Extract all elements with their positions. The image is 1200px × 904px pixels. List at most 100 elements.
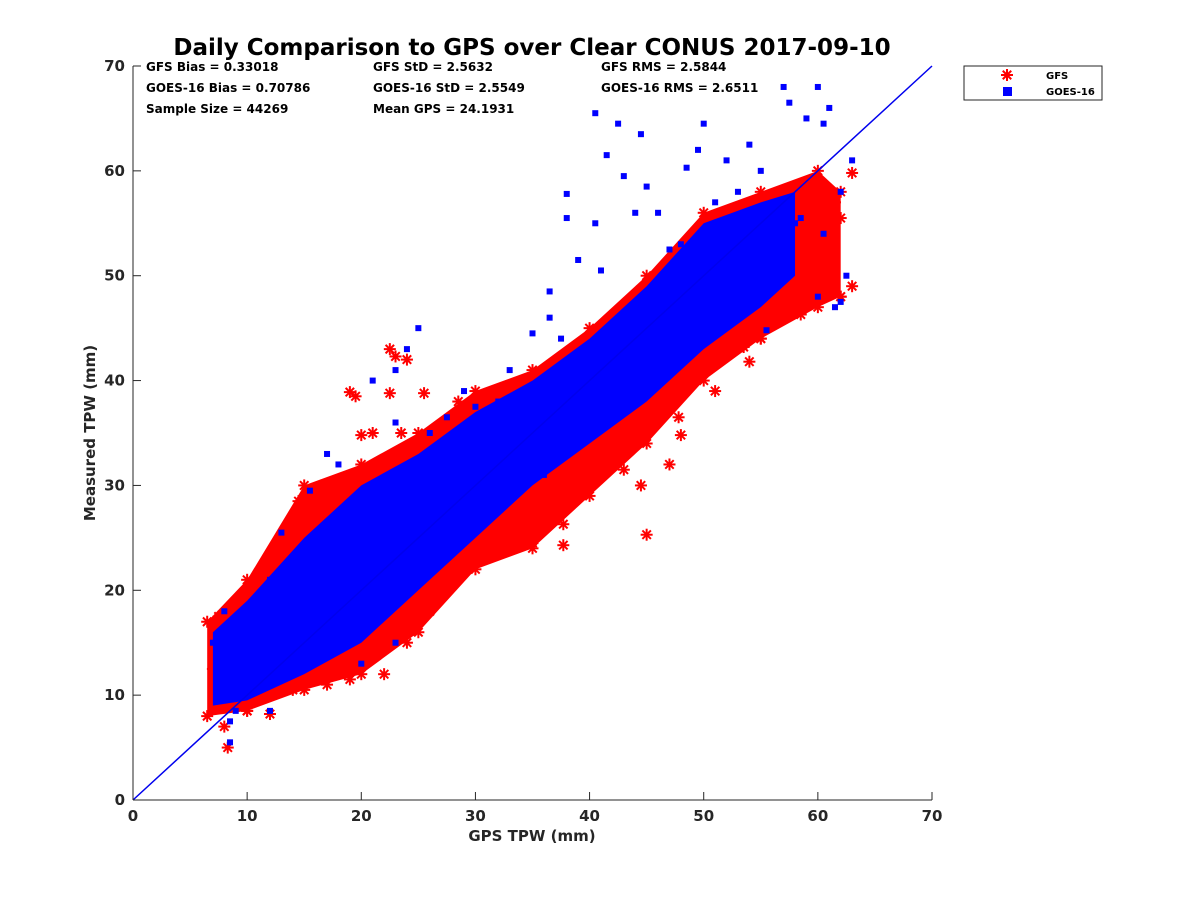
legend-label-gfs: GFS <box>1046 71 1068 82</box>
goes16-point <box>814 293 821 300</box>
goes16-point <box>266 707 273 714</box>
goes16-point <box>746 262 753 269</box>
gfs-point <box>737 341 750 354</box>
stat-annotation: GFS StD = 2.5632 <box>373 60 493 74</box>
goes16-point <box>746 141 753 148</box>
goes16-point <box>700 304 707 311</box>
goes16-point <box>792 220 799 227</box>
goes16-point <box>529 330 536 337</box>
legend-gfs-marker <box>1001 69 1013 81</box>
x-tick-label: 20 <box>351 807 372 825</box>
gfs-point <box>846 166 859 179</box>
gfs-point <box>743 355 756 368</box>
gfs-point <box>634 479 647 492</box>
goes16-point <box>723 157 730 164</box>
goes16-point <box>335 639 342 646</box>
goes16-point <box>546 288 553 295</box>
goes16-point <box>837 188 844 195</box>
goes16-point <box>597 267 604 274</box>
legend-asterisk-icon <box>1001 69 1013 81</box>
gfs-point <box>623 423 636 436</box>
goes16-point <box>632 209 639 216</box>
goes16-point <box>655 209 662 216</box>
gfs-point <box>806 240 819 253</box>
gfs-point <box>400 636 413 649</box>
goes16-point <box>312 650 319 657</box>
stat-annotation: Mean GPS = 24.1931 <box>373 102 514 116</box>
gfs-point <box>446 563 459 576</box>
goes16-point <box>221 608 228 615</box>
gfs-point <box>332 484 345 497</box>
goes16-point <box>712 199 719 206</box>
goes16-point <box>558 335 565 342</box>
goes16-point <box>472 524 479 531</box>
gfs-point <box>418 387 431 400</box>
gfs-point <box>800 285 813 298</box>
goes16-point <box>335 461 342 468</box>
gfs-point <box>355 668 368 681</box>
gfs-point <box>349 390 362 403</box>
x-tick-label: 70 <box>922 807 943 825</box>
goes16-point <box>592 110 599 117</box>
gfs-point <box>201 710 214 723</box>
gfs-point <box>583 322 596 335</box>
gfs-point <box>400 353 413 366</box>
goes16-point <box>506 367 513 374</box>
x-axis-label: GPS TPW (mm) <box>468 827 595 845</box>
goes16-point <box>209 639 216 646</box>
gfs-point <box>281 542 294 555</box>
y-tick-label: 40 <box>104 372 125 390</box>
gfs-point <box>315 479 328 492</box>
gfs-point <box>292 495 305 508</box>
gfs-point <box>557 539 570 552</box>
gfs-point <box>355 429 368 442</box>
gfs-point <box>709 385 722 398</box>
goes16-point <box>227 739 234 746</box>
goes16-point <box>472 403 479 410</box>
gfs-point <box>383 343 396 356</box>
stat-annotation: Sample Size = 44269 <box>146 102 288 116</box>
goes16-point <box>849 157 856 164</box>
gfs-point <box>674 429 687 442</box>
goes16-point <box>449 545 456 552</box>
gfs-point <box>286 683 299 696</box>
goes16-point <box>266 576 273 583</box>
goes16-point <box>324 450 331 457</box>
gfs-point <box>811 185 824 198</box>
goes16-point <box>415 325 422 332</box>
x-tick-label: 0 <box>128 807 138 825</box>
gfs-point <box>366 427 379 439</box>
gfs-point <box>544 512 557 525</box>
one-to-one-line <box>132 65 933 801</box>
gfs-point <box>378 668 391 681</box>
goes16-point <box>495 398 502 405</box>
stat-annotation: GFS Bias = 0.33018 <box>146 60 278 74</box>
gfs-point <box>412 626 425 639</box>
goes16-point <box>632 388 639 395</box>
gfs-point <box>640 528 653 541</box>
goes16-point <box>358 660 365 667</box>
gfs-point <box>617 463 630 476</box>
goes16-point <box>592 220 599 227</box>
goes16-point <box>655 356 662 363</box>
y-tick-label: 70 <box>104 57 125 75</box>
goes16-point <box>392 639 399 646</box>
gfs-point <box>321 678 334 691</box>
gfs-point <box>754 332 767 345</box>
goes16-point <box>797 215 804 222</box>
goes16-point <box>232 707 239 714</box>
goes16-point <box>643 183 650 190</box>
goes16-point <box>637 131 644 138</box>
stat-annotation: GOES-16 StD = 2.5549 <box>373 81 525 95</box>
goes16-point <box>443 414 450 421</box>
goes16-point <box>609 398 616 405</box>
goes16-point <box>603 152 610 159</box>
goes16-point <box>769 204 776 211</box>
goes16-point <box>820 230 827 237</box>
gfs-point <box>557 518 570 531</box>
gfs-point <box>572 489 585 502</box>
stats-annotations: GFS Bias = 0.33018 GFS StD = 2.5632 GFS RM… <box>146 60 758 116</box>
goes16-point <box>563 440 570 447</box>
goes16-point <box>461 388 468 395</box>
goes16-dense-cloud <box>212 191 796 706</box>
